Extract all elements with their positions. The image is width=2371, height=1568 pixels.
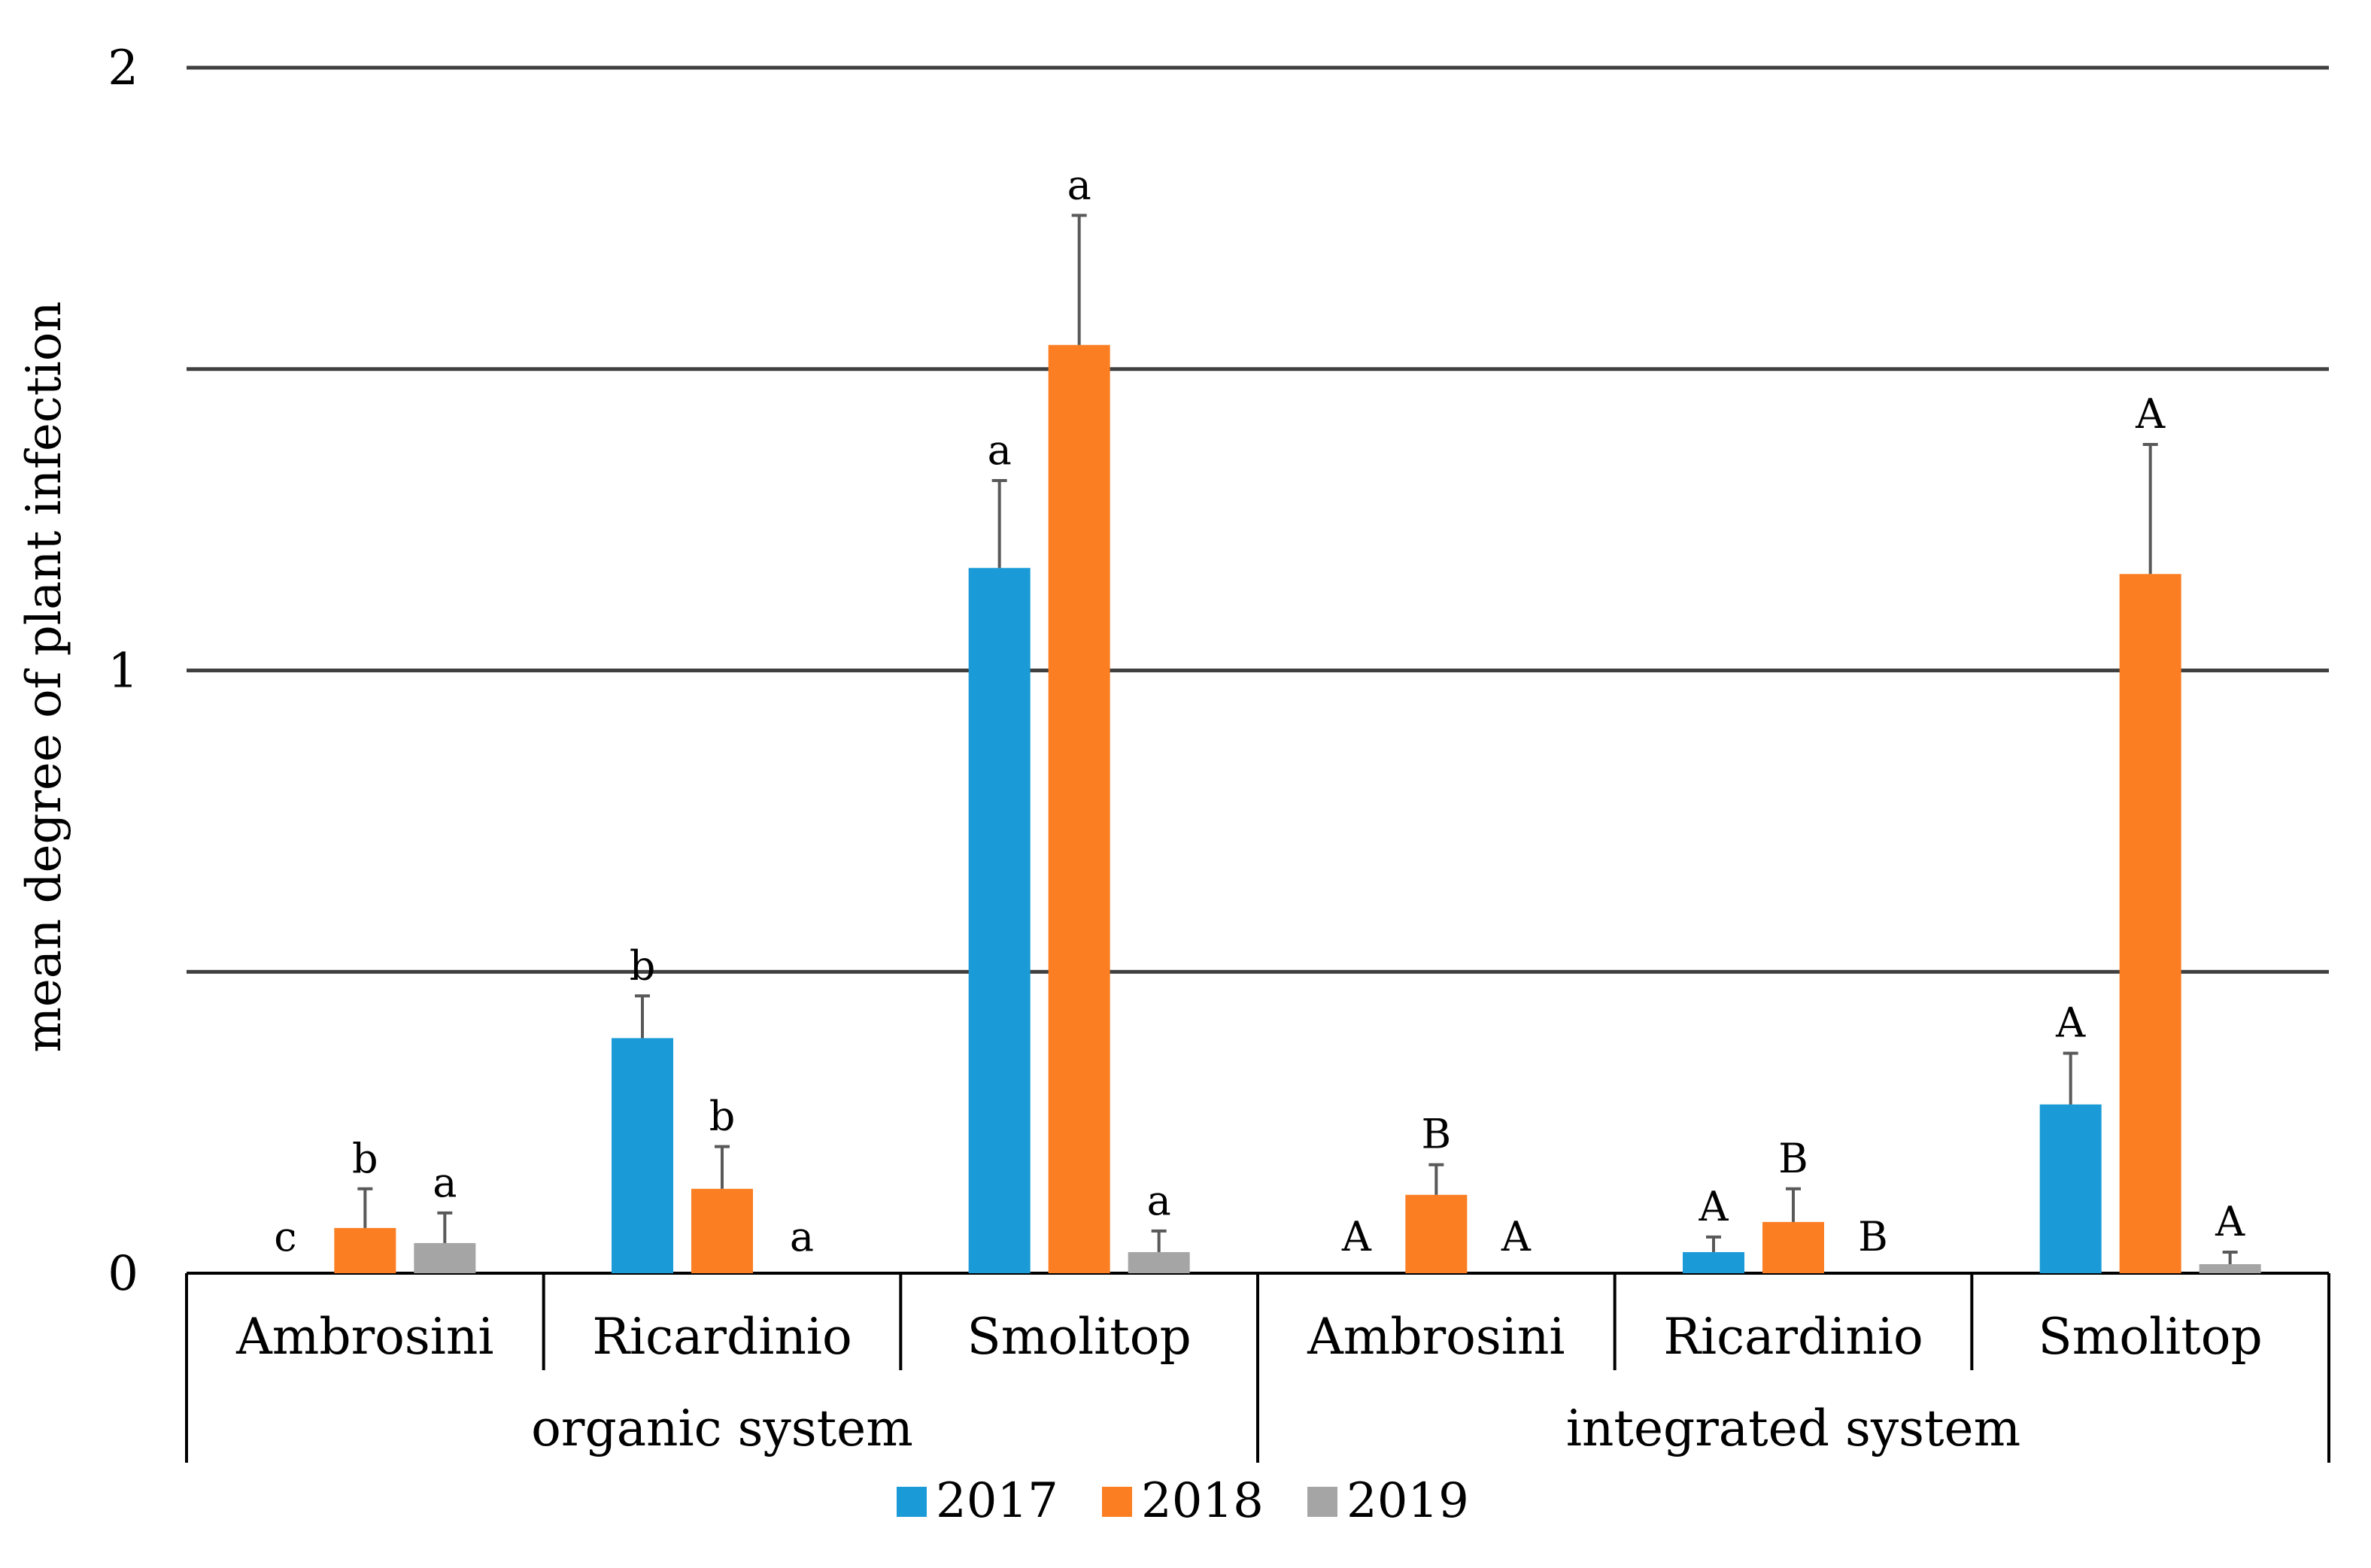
legend-label: 2017 bbox=[936, 1473, 1058, 1529]
category-label: Smolitop bbox=[967, 1308, 1192, 1366]
category-label: Smolitop bbox=[2039, 1308, 2263, 1366]
category-label: Ambrosini bbox=[235, 1308, 493, 1366]
significance-letter: a bbox=[988, 426, 1012, 474]
significance-letter: a bbox=[433, 1159, 457, 1206]
significance-letter: a bbox=[790, 1213, 814, 1260]
significance-letter: c bbox=[274, 1213, 296, 1260]
y-tick-label: 1 bbox=[108, 644, 138, 699]
legend-label: 2018 bbox=[1141, 1473, 1264, 1529]
bar-2019 bbox=[1128, 1251, 1190, 1273]
significance-letter: b bbox=[352, 1135, 378, 1182]
category-label: Ambrosini bbox=[1307, 1308, 1565, 1366]
bar-2019 bbox=[2199, 1263, 2261, 1273]
significance-letter: A bbox=[2055, 999, 2086, 1046]
bar-2018 bbox=[691, 1188, 753, 1273]
significance-letter: A bbox=[2215, 1198, 2245, 1245]
significance-letter: B bbox=[1421, 1111, 1451, 1158]
bar-2017 bbox=[968, 568, 1031, 1273]
significance-letter: A bbox=[1699, 1183, 1729, 1230]
legend-swatch-2019 bbox=[1307, 1487, 1337, 1517]
bar-2018 bbox=[2119, 574, 2181, 1273]
significance-letter: A bbox=[2135, 390, 2166, 438]
significance-letter: B bbox=[1778, 1135, 1808, 1182]
bar-2017 bbox=[1683, 1251, 1744, 1273]
legend-swatch-2018 bbox=[1102, 1487, 1132, 1517]
bar-2019 bbox=[414, 1242, 476, 1273]
significance-letter: A bbox=[1341, 1213, 1372, 1260]
bar-2017 bbox=[612, 1038, 673, 1273]
legend-swatch-2017 bbox=[897, 1487, 927, 1517]
bar-2018 bbox=[1405, 1194, 1468, 1273]
category-label: Ricardinio bbox=[1663, 1308, 1923, 1366]
bar-2017 bbox=[2039, 1104, 2102, 1273]
y-tick-label: 0 bbox=[108, 1246, 138, 1302]
significance-letter: B bbox=[1858, 1213, 1888, 1260]
y-axis-title: mean degree of plant infection bbox=[17, 301, 72, 1052]
significance-letter: A bbox=[1501, 1213, 1532, 1260]
group-label: integrated system bbox=[1566, 1400, 2020, 1457]
significance-letter: a bbox=[1067, 161, 1091, 208]
bar-2018 bbox=[1048, 344, 1110, 1274]
y-tick-label: 2 bbox=[108, 41, 138, 96]
significance-letter: b bbox=[630, 942, 656, 989]
group-label: organic system bbox=[531, 1400, 913, 1457]
bar-2018 bbox=[1762, 1221, 1824, 1273]
significance-letter: b bbox=[709, 1093, 736, 1140]
bar-2018 bbox=[334, 1227, 396, 1273]
significance-letter: a bbox=[1147, 1177, 1171, 1224]
legend-label: 2019 bbox=[1346, 1473, 1469, 1529]
category-label: Ricardinio bbox=[592, 1308, 852, 1366]
